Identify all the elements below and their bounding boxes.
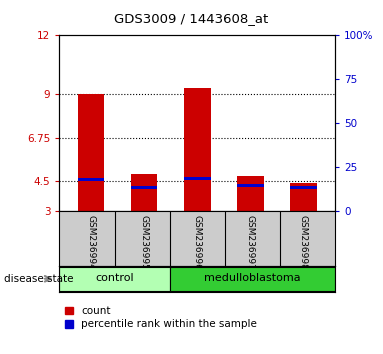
Text: GSM236996: GSM236996 xyxy=(193,215,202,270)
Text: GSM236995: GSM236995 xyxy=(140,215,149,270)
Bar xyxy=(131,174,157,211)
Bar xyxy=(78,178,105,181)
Bar xyxy=(59,267,170,291)
Bar xyxy=(237,176,264,211)
Text: GSM236994: GSM236994 xyxy=(87,215,96,270)
Text: GSM236998: GSM236998 xyxy=(299,215,308,270)
Bar xyxy=(131,186,157,189)
Bar xyxy=(184,177,211,180)
Bar xyxy=(184,88,211,211)
Bar xyxy=(78,94,105,211)
Bar xyxy=(290,183,317,211)
Text: GSM236997: GSM236997 xyxy=(246,215,255,270)
Text: medulloblastoma: medulloblastoma xyxy=(204,273,301,283)
Bar xyxy=(170,267,335,291)
Bar xyxy=(237,184,264,187)
Text: GDS3009 / 1443608_at: GDS3009 / 1443608_at xyxy=(115,12,268,25)
Text: control: control xyxy=(95,273,134,283)
Legend: count, percentile rank within the sample: count, percentile rank within the sample xyxy=(65,306,257,329)
Bar xyxy=(290,186,317,189)
Text: disease state: disease state xyxy=(4,274,73,284)
